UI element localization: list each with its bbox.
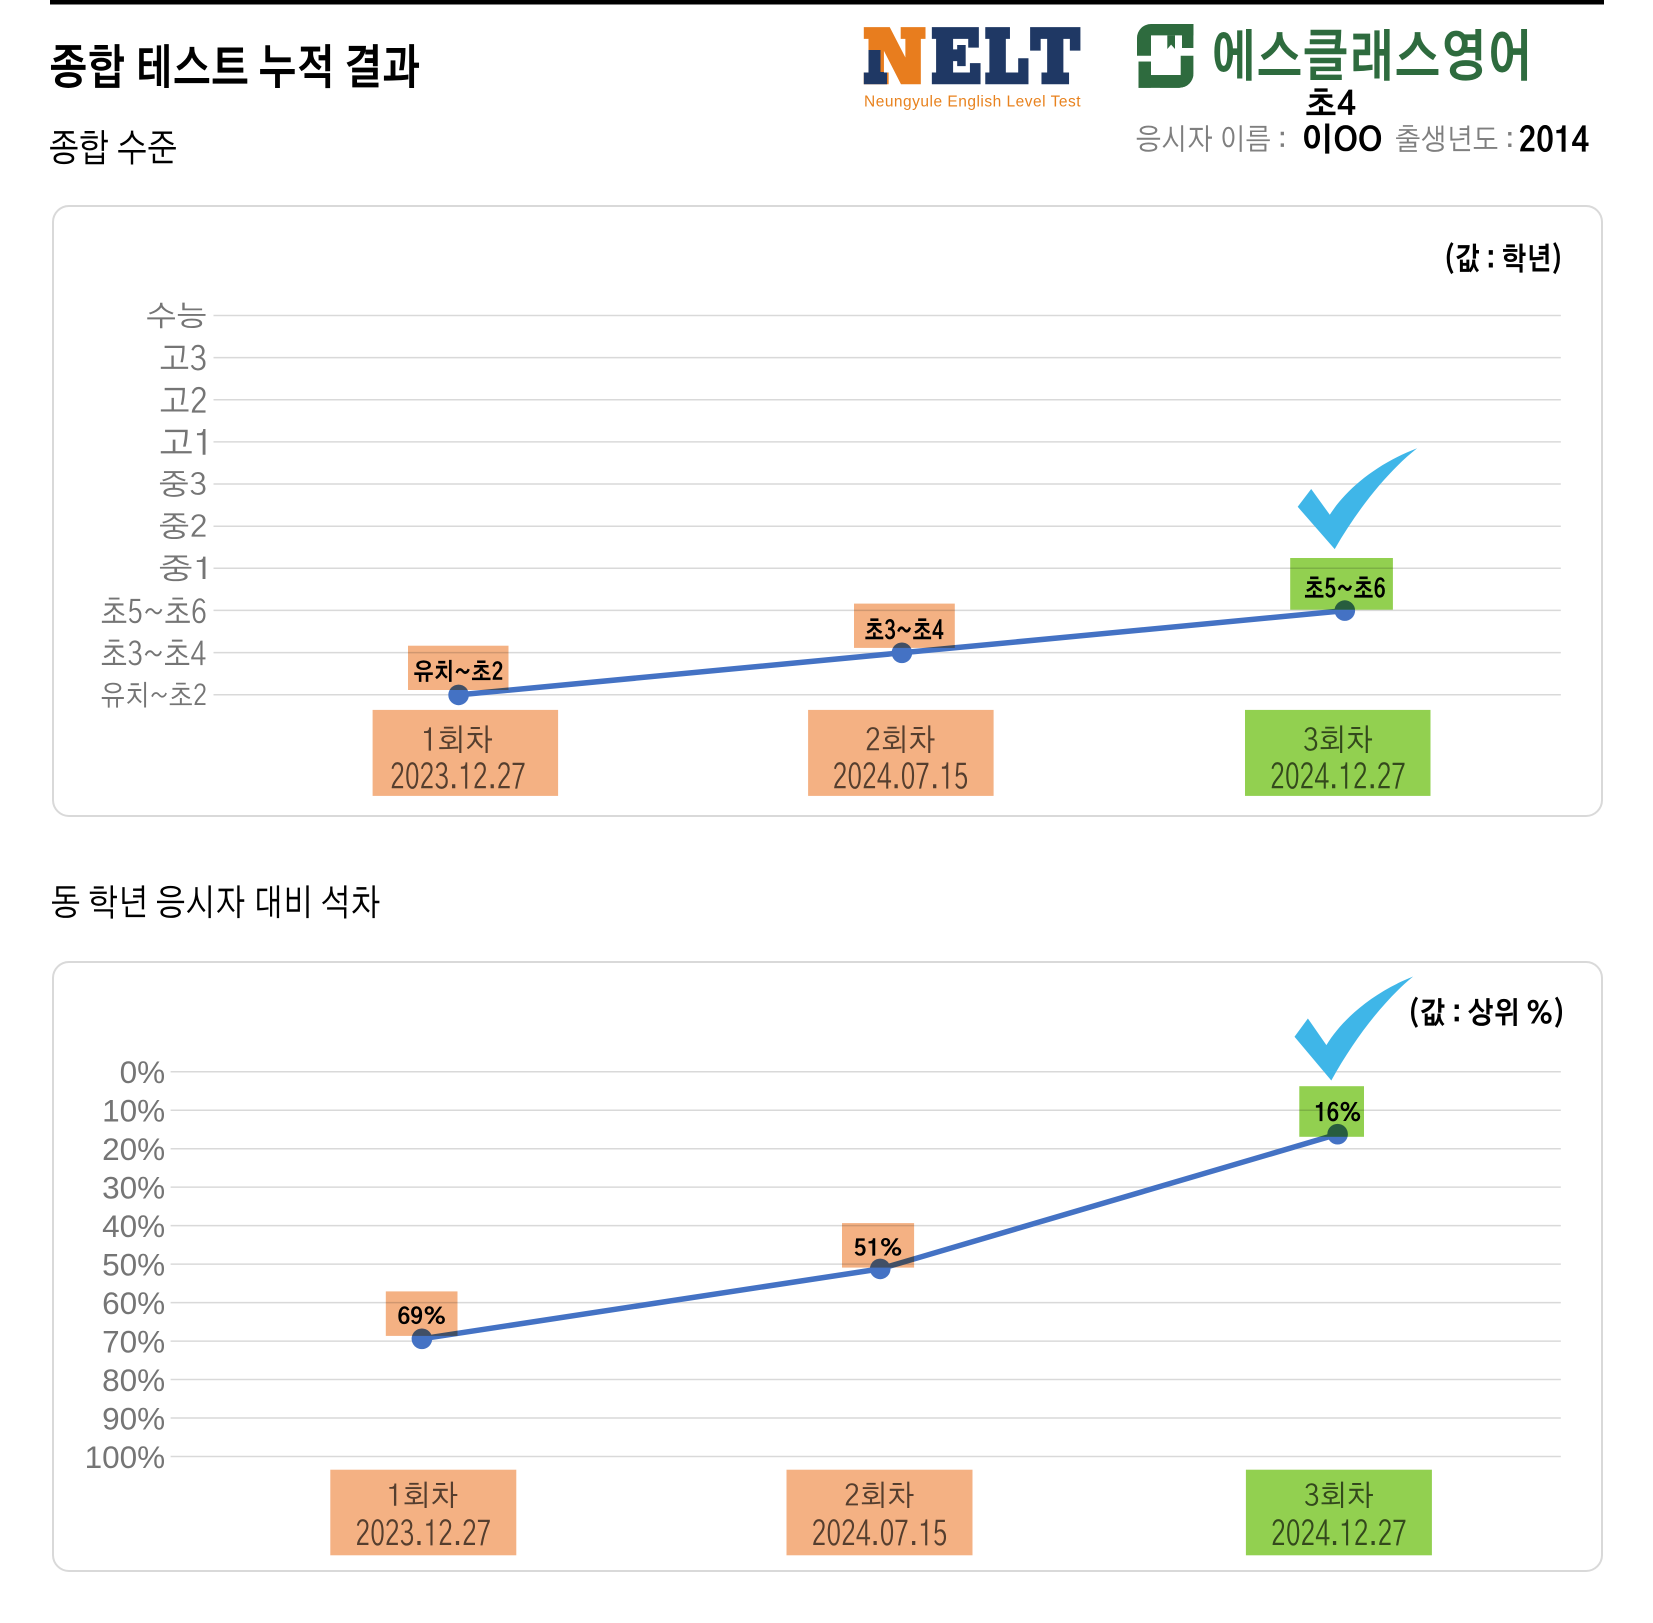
- svg-text:80%: 80%: [102, 1362, 165, 1398]
- svg-text:10%: 10%: [102, 1093, 165, 1129]
- svg-text:100%: 100%: [85, 1439, 166, 1475]
- svg-text:40%: 40%: [102, 1208, 165, 1244]
- svg-text:0%: 0%: [120, 1054, 166, 1090]
- svg-text:50%: 50%: [102, 1247, 165, 1283]
- svg-text:Neungyule English Level Test: Neungyule English Level Test: [864, 93, 1081, 110]
- svg-text:30%: 30%: [102, 1170, 165, 1206]
- svg-text:90%: 90%: [102, 1400, 165, 1436]
- svg-text:20%: 20%: [102, 1131, 165, 1167]
- svg-text:70%: 70%: [102, 1324, 165, 1360]
- svg-text:60%: 60%: [102, 1285, 165, 1321]
